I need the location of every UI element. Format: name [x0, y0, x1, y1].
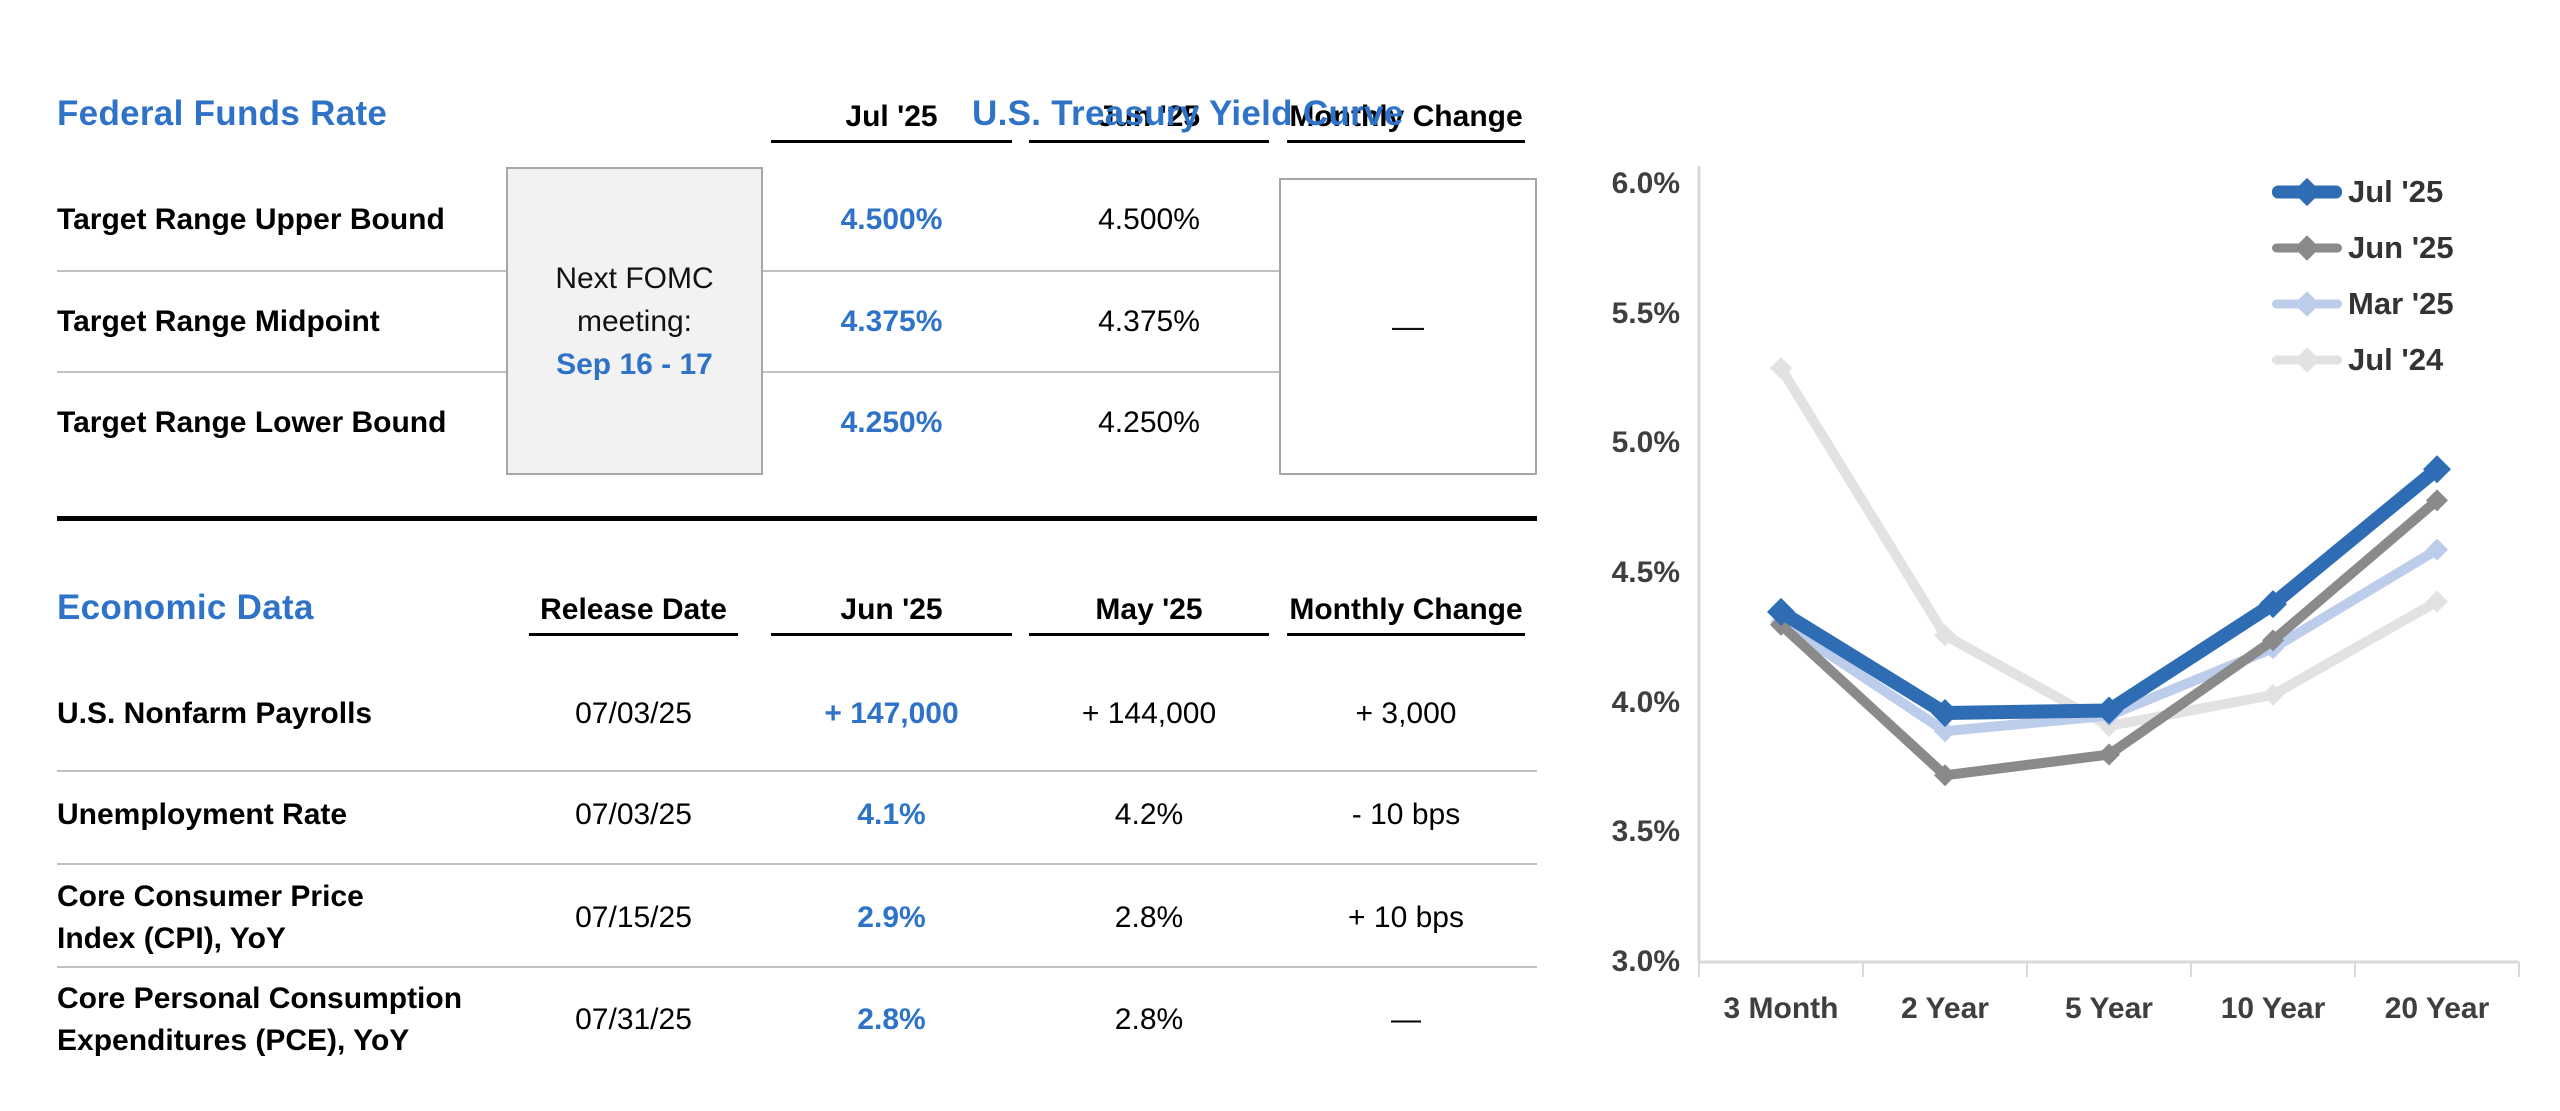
fomc-meeting-date: Sep 16 - 17: [556, 347, 713, 381]
econ-row-label: U.S. Nonfarm Payrolls: [57, 697, 373, 730]
legend-label: Jun '25: [2348, 230, 2454, 265]
ffr-monthly-change-box: —: [1279, 178, 1537, 475]
legend-item-mar25: Mar '25: [2272, 276, 2454, 332]
fomc-note-line1: Next FOMC: [555, 261, 714, 295]
legend-label: Jul '24: [2348, 342, 2444, 377]
ffr-monthly-change-value: —: [1392, 308, 1424, 344]
ffr-row-label: Target Range Midpoint: [57, 305, 380, 338]
econ-release-date: 07/03/25: [575, 798, 692, 831]
ffr-value-jul25: 4.250%: [840, 406, 943, 439]
y-tick-label: 5.5%: [1611, 297, 1680, 330]
x-tick-label: 2 Year: [1901, 992, 1989, 1025]
ffr-col-jul25: Jul '25: [771, 98, 1012, 143]
yield-curve-chart: [1697, 166, 2520, 977]
econ-current-value: 2.8%: [857, 1003, 926, 1036]
econ-row-label: Core Personal Consumption Expenditures (…: [57, 978, 537, 1062]
legend-diamond-icon: [2294, 291, 2320, 317]
econ-row-label: Core Consumer Price Index (CPI), YoY: [57, 876, 537, 960]
econ-change-value: —: [1391, 1003, 1421, 1036]
ffr-col-change: Monthly Change: [1287, 98, 1525, 143]
econ-current-value: 4.1%: [857, 798, 926, 831]
econ-release-date: 07/03/25: [575, 697, 692, 730]
ffr-value-jul25: 4.375%: [840, 305, 943, 338]
ffr-row-label: Target Range Lower Bound: [57, 406, 447, 439]
econ-col-jun25: Jun '25: [771, 591, 1012, 636]
fomc-note-box: Next FOMC meeting: Sep 16 - 17: [506, 167, 763, 475]
econ-row-label-line2: Index (CPI), YoY: [57, 922, 286, 955]
econ-change-value: + 10 bps: [1348, 901, 1464, 934]
section-divider: [57, 516, 1537, 521]
y-tick-label: 6.0%: [1611, 167, 1680, 200]
ffr-section-title: Federal Funds Rate: [57, 94, 388, 133]
econ-release-date: 07/31/25: [575, 1003, 692, 1036]
ffr-value-jun25: 4.250%: [1098, 406, 1200, 439]
econ-row-label: Unemployment Rate: [57, 798, 348, 831]
econ-previous-value: 2.8%: [1114, 1003, 1184, 1036]
row-separator: [57, 966, 1537, 968]
econ-col-release: Release Date: [529, 591, 738, 636]
legend-diamond-icon: [2294, 347, 2320, 373]
econ-col-change: Monthly Change: [1287, 591, 1525, 636]
ffr-value-jun25: 4.375%: [1098, 305, 1200, 338]
ffr-value-jul25: 4.500%: [840, 203, 943, 236]
y-tick-label: 3.0%: [1611, 945, 1680, 978]
x-tick-label: 5 Year: [2065, 992, 2153, 1025]
ffr-row-label: Target Range Upper Bound: [57, 203, 445, 236]
legend-swatch-mar25: [2272, 276, 2342, 332]
econ-change-value: - 10 bps: [1351, 798, 1461, 831]
legend-label: Mar '25: [2348, 286, 2454, 321]
legend-item-jul25: Jul '25: [2272, 164, 2443, 220]
legend-label: Jul '25: [2348, 174, 2444, 209]
y-tick-label: 4.5%: [1611, 556, 1680, 589]
legend-item-jul24: Jul '24: [2272, 332, 2443, 388]
econ-current-value: 2.9%: [857, 901, 926, 934]
econ-change-value: + 3,000: [1355, 697, 1457, 730]
econ-row-label-line1: Core Personal Consumption: [57, 982, 463, 1015]
row-separator: [57, 863, 1537, 865]
fomc-note-line2: meeting:: [576, 304, 693, 338]
x-tick-label: 3 Month: [1723, 992, 1839, 1025]
econ-previous-value: 2.8%: [1114, 901, 1184, 934]
x-tick-label: 10 Year: [2220, 992, 2326, 1025]
row-separator: [57, 371, 1537, 373]
legend-item-jun25: Jun '25: [2272, 220, 2454, 276]
legend-swatch-jul25: [2272, 164, 2342, 220]
y-tick-label: 4.0%: [1611, 686, 1680, 719]
legend-swatch-jun25: [2272, 220, 2342, 276]
econ-previous-value: + 144,000: [1081, 697, 1217, 730]
econ-row-label-line2: Expenditures (PCE), YoY: [57, 1024, 410, 1057]
legend-diamond-icon: [2292, 177, 2322, 207]
econ-current-value: + 147,000: [824, 697, 959, 730]
econ-col-may25: May '25: [1029, 591, 1269, 636]
x-tick-label: 20 Year: [2384, 992, 2490, 1025]
econ-section-title: Economic Data: [57, 588, 314, 627]
ffr-value-jun25: 4.500%: [1098, 203, 1200, 236]
legend-diamond-icon: [2294, 235, 2320, 261]
row-separator: [57, 270, 1537, 272]
y-tick-label: 5.0%: [1611, 426, 1680, 459]
chart-title: U.S. Treasury Yield Curve: [972, 94, 1404, 133]
y-tick-label: 3.5%: [1611, 815, 1680, 848]
econ-previous-value: 4.2%: [1114, 798, 1184, 831]
row-separator: [57, 770, 1537, 772]
ffr-col-jun25: Jun '25: [1029, 98, 1269, 143]
legend-swatch-jul24: [2272, 332, 2342, 388]
econ-row-label-line1: Core Consumer Price: [57, 880, 364, 913]
econ-release-date: 07/15/25: [575, 901, 692, 934]
